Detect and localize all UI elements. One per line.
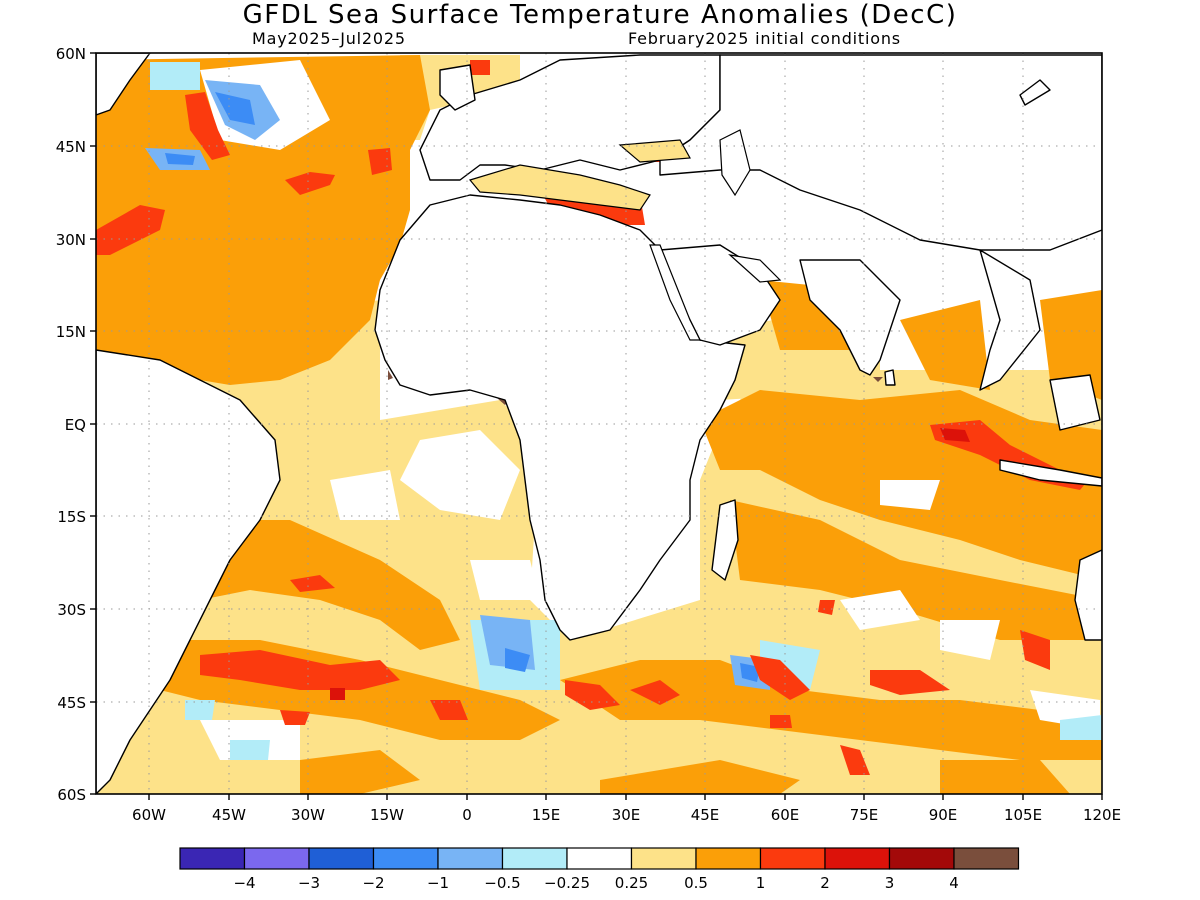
land-masses — [96, 53, 1102, 794]
colorbar-swatch — [630, 847, 697, 870]
colorbar-label: 0.25 — [615, 874, 648, 892]
forecast-period: May2025–Jul2025 — [252, 29, 406, 48]
colorbar-swatch — [953, 847, 1020, 870]
colorbar-label: 3 — [885, 874, 895, 892]
colorbar-label: −3 — [298, 874, 320, 892]
lon-label: 90E — [929, 806, 958, 824]
colorbar-swatch — [759, 847, 826, 870]
anomaly-neg-1 — [165, 92, 760, 682]
colorbar-swatch — [566, 847, 633, 870]
colorbar-swatch — [501, 847, 568, 870]
lon-label: 60E — [771, 806, 800, 824]
colorbar-labels: −4 −3 −2 −1 −0.5 −0.25 0.25 0.5 1 2 3 4 — [233, 874, 958, 892]
colorbar-swatch — [695, 847, 762, 870]
colorbar-swatch — [179, 847, 246, 870]
colorbar-label: −1 — [427, 874, 449, 892]
colorbar-label: −2 — [362, 874, 384, 892]
colorbar-label: −0.5 — [484, 874, 520, 892]
colorbar-label: −0.25 — [544, 874, 590, 892]
colorbar-label: 2 — [820, 874, 830, 892]
lon-label: 15E — [532, 806, 561, 824]
colorbar-label: 4 — [949, 874, 959, 892]
chart-title: GFDL Sea Surface Temperature Anomalies (… — [242, 0, 958, 30]
colorbar-swatch — [243, 847, 310, 870]
colorbar-swatch — [824, 847, 891, 870]
lon-label: 105E — [1004, 806, 1042, 824]
lat-label: EQ — [65, 416, 86, 434]
colorbar-swatch — [437, 847, 504, 870]
colorbar-swatch — [888, 847, 955, 870]
colorbar — [179, 847, 1020, 870]
colorbar-label: 0.5 — [684, 874, 708, 892]
lat-label: 60N — [56, 45, 86, 63]
grid-lines — [96, 53, 1102, 794]
lon-label: 45W — [212, 806, 246, 824]
lat-label: 15N — [56, 323, 86, 341]
colorbar-swatch — [308, 847, 375, 870]
anomaly-2-3 — [330, 428, 970, 700]
colorbar-swatch — [372, 847, 439, 870]
lon-label: 15W — [370, 806, 404, 824]
initial-conditions: February2025 initial conditions — [628, 29, 901, 48]
colorbar-label: 1 — [756, 874, 766, 892]
lat-label: 45N — [56, 138, 86, 156]
lat-tick-labels: 60N 45N 30N 15N EQ 15S 30S 45S 60S — [56, 45, 86, 804]
lat-label: 15S — [57, 508, 86, 526]
lon-label: 75E — [850, 806, 879, 824]
anomaly-field — [96, 53, 1102, 794]
lon-tick-labels: 60W 45W 30W 15W 0 15E 30E 45E 60E 75E 90… — [132, 806, 1121, 824]
lon-label: 30E — [612, 806, 641, 824]
lon-label: 120E — [1083, 806, 1121, 824]
inland-seas — [468, 129, 782, 341]
lon-label: 0 — [462, 806, 472, 824]
lat-label: 30S — [57, 601, 86, 619]
lat-label: 60S — [57, 786, 86, 804]
colorbar-label: −4 — [233, 874, 255, 892]
lon-label: 45E — [691, 806, 720, 824]
lon-label: 60W — [132, 806, 166, 824]
tick-marks — [90, 52, 1103, 800]
lat-label: 30N — [56, 231, 86, 249]
lon-label: 30W — [291, 806, 325, 824]
lat-label: 45S — [57, 694, 86, 712]
